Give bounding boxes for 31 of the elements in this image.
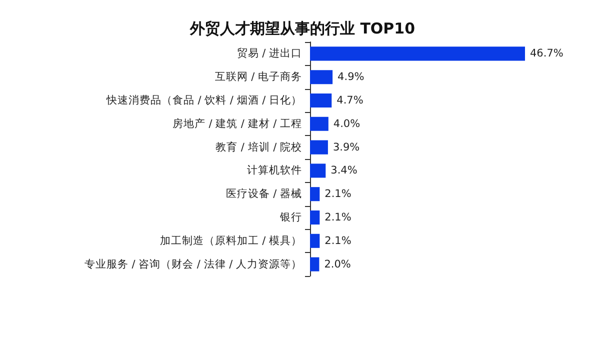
data-label: 46.7% (530, 48, 564, 60)
y-tick-label: 加工制造（原料加工 / 模具） (160, 234, 302, 247)
data-label: 2.1% (324, 188, 352, 200)
data-label: 2.1% (324, 212, 352, 224)
bar (310, 210, 320, 225)
data-label: 3.4% (330, 164, 358, 177)
y-tick-label: 医疗设备 / 器械 (226, 187, 302, 200)
data-label: 4.7% (336, 94, 364, 106)
bar (310, 187, 320, 202)
chart-title: 外贸人才期望从事的行业 TOP10 (188, 20, 416, 38)
y-tick-label: 快速消费品（食品 / 饮料 / 烟酒 / 日化） (105, 94, 302, 106)
y-tick-label: 房地产 / 建筑 / 建材 / 工程 (172, 116, 302, 130)
y-tick-label: 贸易 / 进出口 (236, 46, 302, 60)
bar (310, 140, 328, 154)
data-label: 4.0% (333, 118, 360, 130)
bar (310, 93, 332, 108)
bar (310, 46, 525, 61)
y-tick-label: 互联网 / 电子商务 (214, 70, 302, 84)
bar (310, 70, 333, 84)
data-label: 2.0% (324, 258, 351, 270)
bar (310, 234, 320, 248)
y-tick-label: 计算机软件 (247, 164, 302, 177)
y-tick-label: 专业服务 / 咨询（财会 / 法律 / 人力资源等） (84, 257, 302, 270)
data-label: 2.1% (324, 234, 352, 247)
bar (310, 116, 328, 131)
bar (310, 164, 326, 178)
y-tick-label: 银行 (279, 212, 302, 224)
data-label: 3.9% (332, 141, 360, 154)
data-label: 4.9% (338, 71, 364, 84)
bar (310, 257, 320, 272)
y-tick-label: 教育 / 培训 / 院校 (216, 140, 302, 154)
